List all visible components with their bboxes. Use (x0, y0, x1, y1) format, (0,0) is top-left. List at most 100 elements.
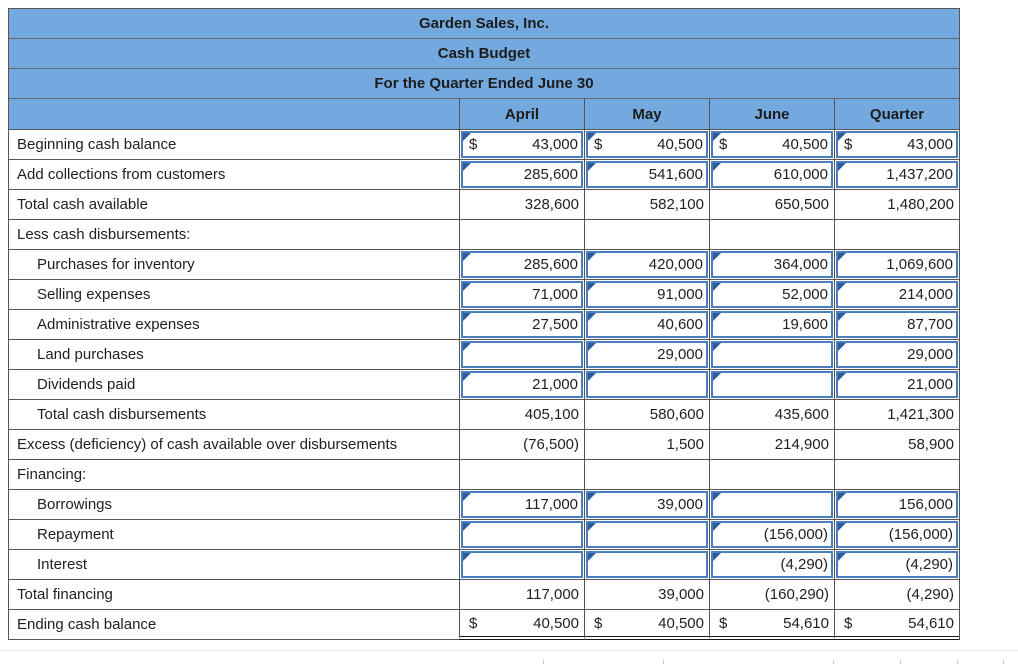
input-marker-icon (588, 373, 596, 381)
column-header-quarter: Quarter (834, 99, 959, 130)
table-row: Excess (deficiency) of cash available ov… (9, 430, 959, 460)
input-marker-icon (463, 553, 471, 561)
input-cell[interactable]: 1,069,600 (836, 251, 958, 278)
cell-value: 582,100 (649, 196, 704, 213)
cell-june (709, 460, 834, 490)
next-table-edge (543, 660, 544, 664)
input-cell[interactable]: 29,000 (586, 341, 708, 368)
row-label: Ending cash balance (9, 610, 459, 640)
cell-may: 40,600 (584, 310, 709, 340)
input-cell[interactable]: 214,000 (836, 281, 958, 308)
input-cell[interactable]: (4,290) (711, 551, 833, 578)
input-cell[interactable]: 541,600 (586, 161, 708, 188)
cell-value: 43,000 (907, 136, 953, 153)
input-cell[interactable]: 52,000 (711, 281, 833, 308)
cell-value: 156,000 (898, 496, 953, 513)
input-cell[interactable]: $43,000 (461, 131, 583, 158)
input-cell[interactable]: 71,000 (461, 281, 583, 308)
input-cell[interactable]: 27,500 (461, 311, 583, 338)
next-table-edge (1003, 660, 1004, 664)
cell-value: 52,000 (782, 286, 828, 303)
cell-value: 420,000 (648, 256, 703, 273)
row-label: Interest (9, 550, 459, 580)
cell-may: 39,000 (584, 580, 709, 610)
cell-april (459, 460, 584, 490)
cell-value: 21,000 (907, 376, 953, 393)
input-marker-icon (713, 343, 721, 351)
input-cell[interactable]: 285,600 (461, 251, 583, 278)
cell-value: 29,000 (907, 346, 953, 363)
input-marker-icon (713, 373, 721, 381)
input-cell[interactable] (586, 521, 708, 548)
row-label: Excess (deficiency) of cash available ov… (9, 430, 459, 460)
cell-may: 582,100 (584, 190, 709, 220)
input-marker-icon (463, 343, 471, 351)
input-marker-icon (838, 283, 846, 291)
cell-april (459, 340, 584, 370)
input-cell[interactable] (461, 551, 583, 578)
input-cell[interactable]: 364,000 (711, 251, 833, 278)
cell-may: 39,000 (584, 490, 709, 520)
input-cell[interactable] (461, 521, 583, 548)
cell-value: 58,900 (908, 436, 954, 453)
table-row: Total cash available 328,600 582,100 650,50… (9, 190, 959, 220)
input-cell[interactable]: 285,600 (461, 161, 583, 188)
cell-value: 1,500 (666, 436, 704, 453)
input-cell[interactable] (461, 341, 583, 368)
cell-value: 285,600 (523, 166, 578, 183)
input-cell[interactable]: 29,000 (836, 341, 958, 368)
row-label: Administrative expenses (9, 310, 459, 340)
input-cell[interactable]: 420,000 (586, 251, 708, 278)
input-cell[interactable] (586, 551, 708, 578)
input-cell[interactable] (711, 371, 833, 398)
input-cell[interactable]: $43,000 (836, 131, 958, 158)
input-marker-icon (588, 253, 596, 261)
input-cell[interactable]: 117,000 (461, 491, 583, 518)
input-cell[interactable]: 1,437,200 (836, 161, 958, 188)
input-cell[interactable] (711, 341, 833, 368)
input-marker-icon (713, 313, 721, 321)
input-marker-icon (463, 283, 471, 291)
input-cell[interactable]: 610,000 (711, 161, 833, 188)
input-cell[interactable]: $40,500 (586, 131, 708, 158)
cell-quarter: (4,290) (834, 580, 959, 610)
row-label: Purchases for inventory (9, 250, 459, 280)
input-cell[interactable]: 87,700 (836, 311, 958, 338)
input-cell[interactable]: 91,000 (586, 281, 708, 308)
input-cell[interactable]: (4,290) (836, 551, 958, 578)
cell-value: 91,000 (657, 286, 703, 303)
input-cell[interactable]: 19,600 (711, 311, 833, 338)
cell-april: 117,000 (459, 580, 584, 610)
cell-value: 40,600 (657, 316, 703, 333)
input-cell[interactable]: 39,000 (586, 491, 708, 518)
cell-value: 54,610 (908, 614, 954, 632)
cell-june: 435,600 (709, 400, 834, 430)
table-row: Borrowings 117,000 39,000 156,000 (9, 490, 959, 520)
cell-may (584, 460, 709, 490)
input-marker-icon (713, 523, 721, 531)
input-marker-icon (838, 343, 846, 351)
cell-may: 580,600 (584, 400, 709, 430)
input-cell[interactable] (711, 491, 833, 518)
input-marker-icon (588, 133, 596, 141)
cell-april: 405,100 (459, 400, 584, 430)
input-cell[interactable]: 40,600 (586, 311, 708, 338)
cell-june: (156,000) (709, 520, 834, 550)
input-cell[interactable]: (156,000) (711, 521, 833, 548)
input-marker-icon (588, 493, 596, 501)
table-row: Administrative expenses 27,500 40,600 19,60… (9, 310, 959, 340)
cell-quarter: 1,480,200 (834, 190, 959, 220)
input-cell[interactable]: (156,000) (836, 521, 958, 548)
input-cell[interactable]: 156,000 (836, 491, 958, 518)
cell-quarter: $54,610 (834, 610, 959, 640)
cell-april: $43,000 (459, 130, 584, 160)
cell-june: 364,000 (709, 250, 834, 280)
cell-quarter: $43,000 (834, 130, 959, 160)
input-cell[interactable] (586, 371, 708, 398)
column-header-june: June (709, 99, 834, 130)
input-marker-icon (713, 133, 721, 141)
budget-rows: Beginning cash balance $43,000 $40,500 $40,… (9, 130, 959, 640)
input-cell[interactable]: 21,000 (836, 371, 958, 398)
input-cell[interactable]: $40,500 (711, 131, 833, 158)
input-cell[interactable]: 21,000 (461, 371, 583, 398)
